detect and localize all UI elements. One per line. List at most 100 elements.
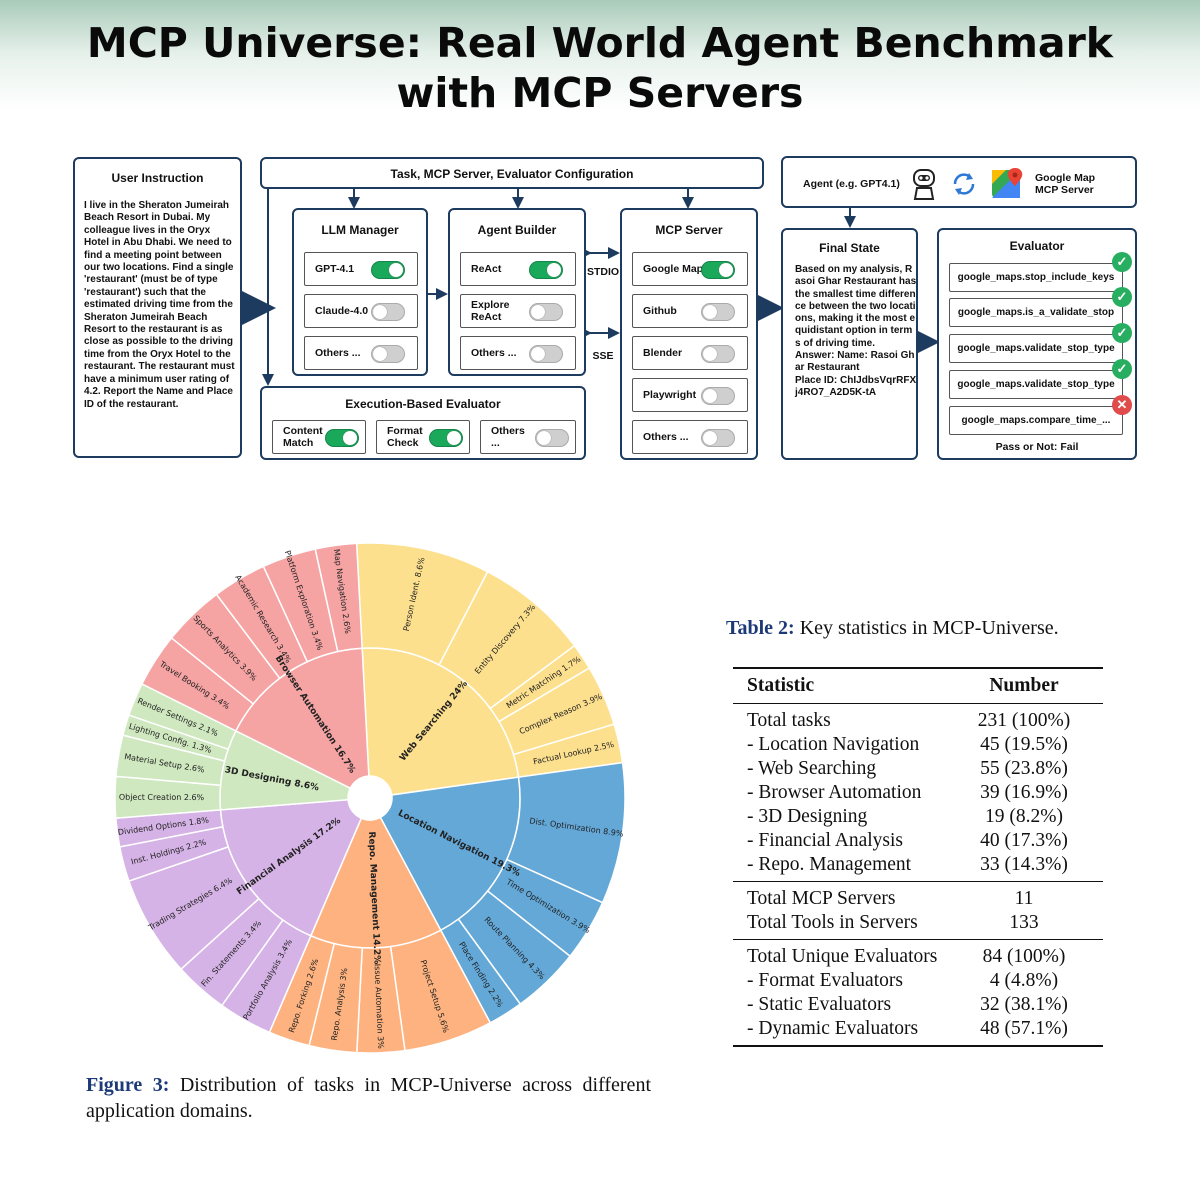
server-label: Google Map MCP Server (1035, 172, 1096, 196)
table-row: - Repo. Management 33 (14.3%) (733, 853, 1103, 877)
header-statistic: Statistic (747, 675, 815, 696)
agent-label: Agent (e.g. GPT4.1) (803, 178, 900, 190)
table-row: - Financial Analysis 40 (17.3%) (733, 829, 1103, 853)
eval-option-content-match[interactable]: Content Match (272, 420, 366, 454)
table-row: Total Tools in Servers 133 (733, 911, 1103, 935)
toggle-switch[interactable] (325, 429, 359, 447)
server-option-blender[interactable]: Blender (632, 336, 748, 370)
user-instruction-text: I live in the Sheraton Jumeirah Beach Re… (84, 200, 235, 410)
table-caption-text: Key statistics in MCP-Universe. (794, 617, 1059, 639)
sunburst-chart: Person Ident. 8.6%Entity Discovery 7.3%M… (114, 542, 626, 1054)
check-icon: ✓ (1112, 252, 1132, 272)
cell-number: 33 (14.3%) (980, 854, 1068, 875)
table-row: Total MCP Servers 11 (733, 887, 1103, 911)
main-title: MCP Universe: Real World Agent Benchmark… (86, 19, 1114, 117)
server-option-github[interactable]: Github (632, 294, 748, 328)
toggle-switch[interactable] (429, 429, 463, 447)
llm-option-others[interactable]: Others ... (304, 336, 418, 370)
cell-number: 231 (100%) (977, 710, 1071, 731)
cell-statistic: - Location Navigation (747, 734, 920, 755)
server-option-others[interactable]: Others ... (632, 420, 748, 454)
diagram-arrows (228, 188, 940, 386)
cell-statistic: - Static Evaluators (747, 994, 892, 1015)
agent-builder-title: Agent Builder (477, 223, 557, 237)
cell-number: 39 (16.9%) (980, 782, 1068, 803)
table-row: Total tasks 231 (100%) (733, 709, 1103, 733)
stats-table: Statistic Number Total tasks 231 (100%) - … (733, 667, 1103, 1047)
cell-number: 32 (38.1%) (980, 994, 1068, 1015)
evaluator-panel: Evaluator google_maps.stop_include_keys ✓… (937, 228, 1137, 460)
toggle-switch[interactable] (529, 261, 563, 279)
cell-number: 48 (57.1%) (980, 1018, 1068, 1039)
cell-number: 4 (4.8%) (989, 970, 1059, 991)
cell-statistic: - Dynamic Evaluators (747, 1018, 919, 1039)
cell-statistic: - Repo. Management (747, 854, 912, 875)
agent-option-explore-react[interactable]: Explore ReAct (460, 294, 576, 328)
table-row: - Location Navigation 45 (19.5%) (733, 733, 1103, 757)
check-icon: ✓ (1112, 287, 1132, 307)
user-instruction-title: User Instruction (111, 171, 204, 185)
cell-number: 11 (1014, 888, 1034, 909)
toggle-switch[interactable] (371, 345, 405, 363)
toggle-switch[interactable] (535, 429, 569, 447)
cell-statistic: - Financial Analysis (747, 830, 903, 851)
mcp-server-title: MCP Server (655, 223, 723, 237)
final-state-text: Based on my analysis, Rasoi Ghar Restaur… (795, 264, 917, 398)
toggle-switch[interactable] (701, 345, 735, 363)
cell-statistic: - 3D Designing (747, 806, 868, 827)
table-row: - Dynamic Evaluators 48 (57.1%) (733, 1017, 1103, 1041)
table-caption: Table 2: Key statistics in MCP-Universe. (726, 617, 1059, 640)
evaluator-check: google_maps.validate_stop_type ✓ (949, 359, 1132, 399)
cell-number: 55 (23.8%) (980, 758, 1068, 779)
final-state-title: Final State (819, 241, 880, 255)
eval-option-format-check[interactable]: Format Check (376, 420, 470, 454)
toggle-switch[interactable] (701, 429, 735, 447)
toggle-switch[interactable] (529, 303, 563, 321)
config-title: Task, MCP Server, Evaluator Configuratio… (390, 167, 634, 181)
server-option-playwright[interactable]: Playwright (632, 378, 748, 412)
evaluator-title: Evaluator (1009, 239, 1065, 253)
agent-option-react[interactable]: ReAct (460, 252, 576, 286)
agent-option-others[interactable]: Others ... (460, 336, 576, 370)
protocol-sse: SSE (592, 350, 614, 362)
cell-number: 133 (1009, 912, 1039, 933)
table-row: - 3D Designing 19 (8.2%) (733, 805, 1103, 829)
server-option-google-map[interactable]: Google Map (632, 252, 748, 286)
evaluator-result: Pass or Not: Fail (995, 441, 1079, 453)
cell-number: 19 (8.2%) (985, 806, 1063, 827)
toggle-switch[interactable] (701, 261, 735, 279)
cell-number: 84 (100%) (982, 946, 1066, 967)
cell-statistic: Total MCP Servers (747, 888, 896, 909)
toggle-switch[interactable] (371, 261, 405, 279)
sunburst-outer-label: Object Creation 2.6% (119, 793, 205, 802)
eval-option-others[interactable]: Others ... (480, 420, 576, 454)
toggle-switch[interactable] (701, 303, 735, 321)
figure-caption-label: Figure 3: (86, 1074, 170, 1096)
agent-builder-panel: Agent Builder ReAct Explore ReAct Others… (448, 208, 586, 376)
toggle-switch[interactable] (529, 345, 563, 363)
agent-header-panel: Agent (e.g. GPT4.1) Google Map MCP Serve… (781, 156, 1137, 208)
llm-manager-panel: LLM Manager GPT-4.1 Claude-4.0 Others ..… (292, 208, 428, 376)
sunburst-outer-label: Issue Automation 3% (373, 964, 386, 1050)
table-row: - Browser Automation 39 (16.9%) (733, 781, 1103, 805)
toggle-switch[interactable] (701, 387, 735, 405)
cell-number: 40 (17.3%) (980, 830, 1068, 851)
user-instruction-panel: User Instruction I live in the Sheraton … (73, 157, 242, 458)
table-row: - Static Evaluators 32 (38.1%) (733, 993, 1103, 1017)
figure-caption: Figure 3: Distribution of tasks in MCP-U… (86, 1072, 651, 1124)
google-maps-icon (992, 168, 1023, 198)
toggle-switch[interactable] (371, 303, 405, 321)
protocol-stdio: STDIO (586, 266, 620, 278)
evaluator-check: google_maps.stop_include_keys ✓ (949, 252, 1132, 292)
evaluator-check: google_maps.validate_stop_type ✓ (949, 323, 1132, 363)
sunburst-outer-segment (314, 542, 363, 653)
table-row: Total Unique Evaluators 84 (100%) (733, 945, 1103, 969)
check-icon: ✓ (1112, 323, 1132, 343)
execution-evaluator-title: Execution-Based Evaluator (345, 397, 501, 411)
table-header-row: Statistic Number (733, 669, 1103, 703)
llm-option-claude40[interactable]: Claude-4.0 (304, 294, 418, 328)
llm-option-gpt41[interactable]: GPT-4.1 (304, 252, 418, 286)
table-caption-label: Table 2: (726, 617, 795, 639)
execution-evaluator-panel: Execution-Based Evaluator Content Match … (260, 386, 586, 460)
cell-statistic: Total Unique Evaluators (747, 946, 938, 967)
